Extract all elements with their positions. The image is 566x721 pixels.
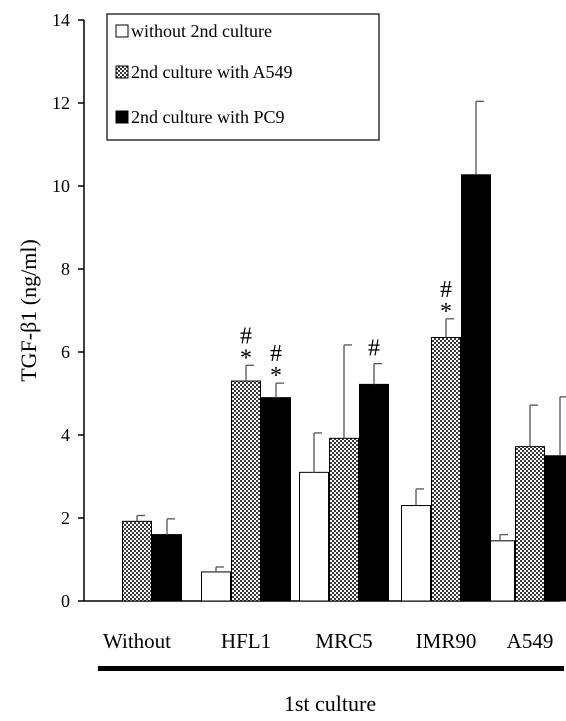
significance-asterisk: * bbox=[440, 299, 452, 325]
significance-hash: # bbox=[440, 277, 452, 303]
bar-checkered-hfl1 bbox=[231, 380, 261, 602]
legend-label: 2nd culture with PC9 bbox=[131, 107, 285, 127]
significance-asterisk: * bbox=[240, 345, 252, 371]
legend: without 2nd culture 2nd culture with A549… bbox=[106, 13, 380, 141]
x-category-label: HFL1 bbox=[221, 629, 271, 653]
y-tick-label: 4 bbox=[61, 425, 70, 445]
significance-hash: # bbox=[368, 336, 380, 362]
x-category-label: MRC5 bbox=[315, 629, 372, 653]
legend-swatch-black bbox=[115, 110, 129, 124]
y-tick-label: 0 bbox=[61, 591, 70, 611]
significance-asterisk: * bbox=[270, 363, 282, 389]
y-axis-title: TGF-β1 (ng/ml) bbox=[16, 239, 41, 382]
legend-box bbox=[106, 13, 380, 141]
bar-black-hfl1 bbox=[261, 397, 291, 602]
significance-hash: # bbox=[240, 323, 252, 349]
group-bracket-line bbox=[98, 666, 564, 671]
y-tick-label: 12 bbox=[52, 93, 70, 113]
bar-black-without bbox=[152, 534, 182, 602]
bar-white-hfl1 bbox=[201, 571, 231, 602]
legend-label: without 2nd culture bbox=[131, 21, 272, 41]
bar-black-mrc5 bbox=[359, 383, 389, 602]
bar-checkered-without bbox=[122, 520, 152, 602]
y-tick-label: 8 bbox=[61, 259, 70, 279]
x-category-label: Without bbox=[103, 629, 171, 653]
bar-white-mrc5 bbox=[299, 471, 329, 602]
x-category-label: A549 bbox=[507, 629, 554, 653]
bar-checkered-imr90 bbox=[431, 336, 461, 602]
y-tick-label: 14 bbox=[52, 10, 70, 30]
significance-hash: # bbox=[270, 341, 282, 367]
bar-checkered-a549 bbox=[515, 446, 545, 602]
bar-white-imr90 bbox=[401, 505, 431, 602]
bar-black-a549 bbox=[545, 455, 566, 602]
y-tick-label: 2 bbox=[61, 508, 70, 528]
x-category-label: IMR90 bbox=[416, 629, 477, 653]
bar-checkered-mrc5 bbox=[329, 437, 359, 602]
y-tick-label: 6 bbox=[61, 342, 70, 362]
x-axis-title: 1st culture bbox=[284, 691, 376, 716]
legend-label: 2nd culture with A549 bbox=[131, 62, 292, 82]
legend-swatch-checkered bbox=[115, 65, 129, 79]
bar-black-imr90 bbox=[461, 174, 491, 602]
y-tick-label: 10 bbox=[52, 176, 70, 196]
legend-swatch-white bbox=[115, 24, 129, 38]
